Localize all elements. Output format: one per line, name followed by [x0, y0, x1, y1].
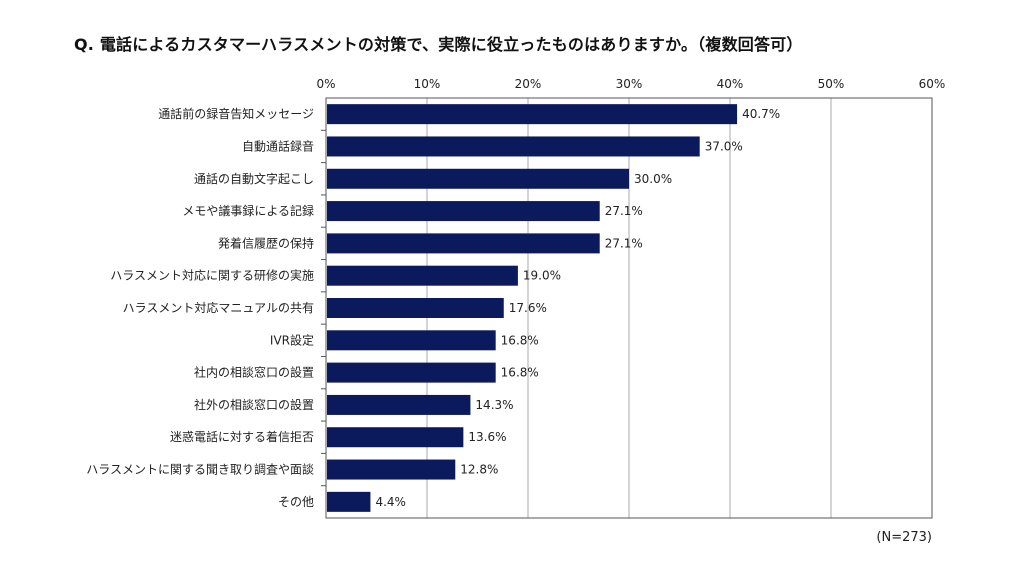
category-label: IVR設定 — [270, 332, 314, 347]
data-label: 27.1% — [605, 204, 643, 218]
category-label: ハラスメント対応に関する研修の実施 — [110, 268, 314, 283]
bar — [327, 265, 518, 286]
category-label: その他 — [278, 495, 314, 509]
x-tick-label: 60% — [919, 77, 946, 91]
data-label: 37.0% — [705, 139, 743, 153]
data-label: 13.6% — [468, 430, 506, 444]
bar — [327, 491, 371, 512]
data-label: 30.0% — [634, 172, 672, 186]
category-label: ハラスメント対応マニュアルの共有 — [123, 301, 314, 315]
bar — [327, 298, 504, 318]
category-label: メモや議事録による記録 — [182, 203, 314, 218]
plot-frame — [325, 97, 933, 519]
data-label: 19.0% — [523, 269, 561, 283]
bar — [327, 201, 600, 222]
category-label: 社内の相談窓口の設置 — [194, 365, 314, 380]
category-label: ハラスメントに関する聞き取り調査や面談 — [86, 462, 314, 477]
category-label: 通話前の録音告知メッセージ — [158, 106, 314, 121]
category-label: 社外の相談窓口の設置 — [194, 397, 314, 412]
bar — [327, 104, 738, 125]
category-label: 通話の自動文字起こし — [194, 171, 314, 186]
data-label: 12.8% — [460, 463, 498, 477]
data-label: 27.1% — [605, 236, 643, 250]
x-tick-label: 0% — [316, 77, 335, 91]
bar — [327, 459, 456, 480]
x-tick-label: 20% — [515, 77, 542, 91]
data-label: 14.3% — [475, 398, 513, 412]
data-label: 16.8% — [501, 333, 539, 347]
bar — [327, 394, 471, 415]
x-tick-label: 10% — [414, 77, 441, 91]
bar — [327, 233, 600, 254]
x-tick-label: 40% — [717, 77, 744, 91]
x-tick-label: 30% — [616, 77, 643, 91]
data-label: 17.6% — [509, 301, 547, 315]
data-label: 16.8% — [501, 366, 539, 380]
bar — [327, 136, 700, 157]
category-label: 自動通話録音 — [242, 138, 314, 153]
x-tick-label: 50% — [818, 77, 845, 91]
bar — [327, 330, 496, 351]
data-label: 40.7% — [742, 107, 780, 121]
bar — [327, 362, 496, 383]
chart-title: Q. 電話によるカスタマーハラスメントの対策で、実際に役立ったものはありますか。… — [74, 35, 803, 54]
category-label: 発着信履歴の保持 — [218, 235, 314, 250]
category-label: 迷惑電話に対する着信拒否 — [170, 429, 314, 444]
bar — [327, 427, 464, 448]
data-label: 4.4% — [375, 495, 406, 509]
bar — [327, 168, 629, 189]
sample-size-note: (N=273) — [876, 530, 932, 545]
